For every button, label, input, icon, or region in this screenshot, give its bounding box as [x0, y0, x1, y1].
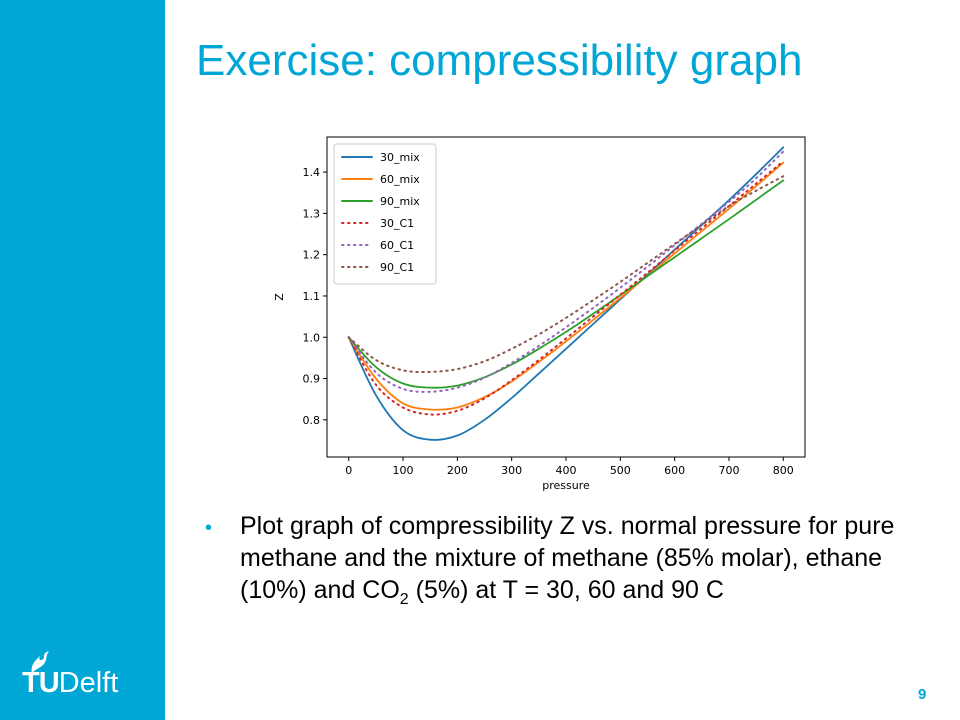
- y-tick-label: 1.2: [303, 249, 321, 262]
- x-axis-label: pressure: [542, 479, 590, 492]
- logo-delft-text: Delft: [58, 667, 119, 699]
- series-line-60-c1: [347, 150, 785, 393]
- bullet-item: Plot graph of compressibility Z vs. norm…: [240, 510, 910, 616]
- legend-label: 60_mix: [380, 173, 420, 186]
- x-tick-label: 400: [556, 464, 577, 477]
- y-tick-label: 0.9: [303, 373, 321, 386]
- bullet-subscript: 2: [399, 591, 409, 608]
- legend-label: 90_C1: [380, 261, 414, 274]
- series-line-90-c1: [347, 175, 785, 374]
- page-number: 9: [918, 686, 927, 703]
- compressibility-chart: 0 100 200 300 400 500 600 700 800 0.8 0.9 1.0 1.1 1.2…: [265, 132, 810, 497]
- legend-label: 90_mix: [380, 195, 420, 208]
- flame-icon: [31, 651, 49, 673]
- x-tick-label: 800: [773, 464, 794, 477]
- x-tick-label: 600: [664, 464, 685, 477]
- x-tick-label: 200: [447, 464, 468, 477]
- sidebar-band: TUDelft: [0, 0, 165, 720]
- bullet-marker: •: [205, 517, 213, 539]
- slide-title: Exercise: compressibility graph: [196, 36, 803, 85]
- bullet-text-main: Plot graph of compressibility Z vs. norm…: [240, 512, 895, 604]
- x-tick-label: 500: [610, 464, 631, 477]
- x-tick-label: 100: [393, 464, 414, 477]
- chart-svg: 0 100 200 300 400 500 600 700 800 0.8 0.9 1.0 1.1 1.2…: [273, 136, 806, 492]
- y-axis-label: Z: [273, 293, 286, 301]
- series-line-90-mix: [347, 179, 785, 389]
- y-tick-label: 1.1: [303, 290, 321, 303]
- legend-label: 30_mix: [380, 151, 420, 164]
- bullet-text-end: (5%) at T = 30, 60 and 90 C: [408, 576, 724, 604]
- x-tick-label: 300: [501, 464, 522, 477]
- legend-label: 60_C1: [380, 239, 414, 252]
- y-tick-label: 0.8: [303, 414, 321, 427]
- y-tick-label: 1.4: [303, 166, 321, 179]
- x-tick-label: 0: [345, 464, 352, 477]
- y-tick-label: 1.3: [303, 207, 321, 220]
- series-line-30-c1: [347, 160, 785, 416]
- legend-label: 30_C1: [380, 217, 414, 230]
- series-line-60-mix: [347, 161, 785, 411]
- y-tick-label: 1.0: [303, 331, 321, 344]
- x-tick-label: 700: [718, 464, 739, 477]
- tu-delft-logo: TUDelft: [22, 650, 152, 702]
- logo-tu-text: TU: [22, 667, 60, 699]
